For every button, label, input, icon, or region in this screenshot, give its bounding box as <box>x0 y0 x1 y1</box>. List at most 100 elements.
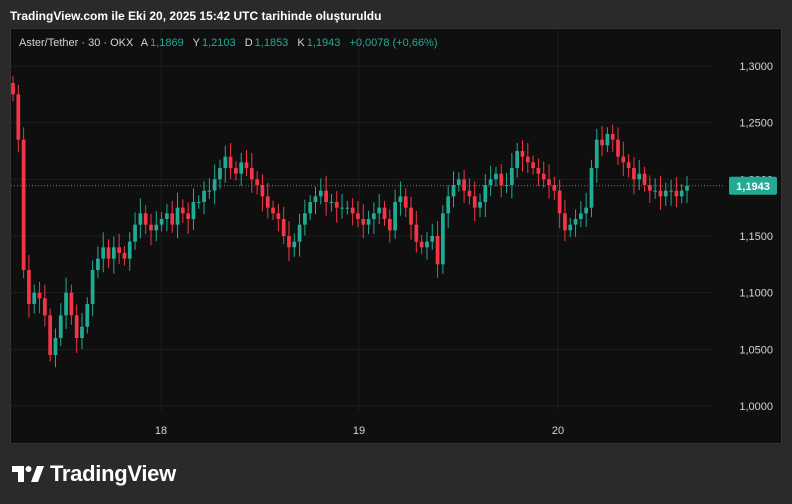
candle-body <box>536 168 541 174</box>
candle-body <box>165 213 169 219</box>
y-tick-label: 1,1500 <box>739 231 773 243</box>
candle-body <box>127 241 132 259</box>
candle-body <box>658 190 663 197</box>
candle-body <box>403 196 408 208</box>
candle-body <box>180 207 185 214</box>
candle-body <box>223 156 228 168</box>
candle-body <box>64 292 68 316</box>
candlestick-chart[interactable]: 1,30001,25001,20001,15001,10001,05001,00… <box>11 29 781 443</box>
candle-body <box>568 224 573 231</box>
candle-body <box>616 139 620 157</box>
candle-body <box>525 156 530 163</box>
candle-body <box>122 253 127 259</box>
candle-body <box>372 213 376 219</box>
candle-body <box>334 202 339 208</box>
candle-body <box>515 151 520 168</box>
candle-body <box>170 213 175 225</box>
candle-body <box>11 83 15 95</box>
close-label: K <box>297 37 305 49</box>
candle-body <box>621 156 626 163</box>
candle-body <box>409 207 413 225</box>
candle-body <box>260 185 265 197</box>
candle-body <box>520 151 525 157</box>
candle-body <box>483 185 488 202</box>
candle-body <box>255 179 259 185</box>
candle-body <box>111 247 116 259</box>
candle-body <box>85 304 90 327</box>
footer-brand: TradingView <box>50 461 176 486</box>
candle-body <box>308 202 313 214</box>
chart-panel[interactable]: 1,30001,25001,20001,15001,10001,05001,00… <box>10 28 782 444</box>
candle-body <box>149 224 153 231</box>
candle-body <box>287 236 291 248</box>
x-tick-label: 19 <box>353 425 365 437</box>
open-value: 1,1869 <box>150 37 184 49</box>
y-tick-label: 1,2500 <box>739 118 773 130</box>
high-value: 1,2103 <box>201 37 236 49</box>
last-price-tag <box>729 176 777 195</box>
candle-body <box>462 179 466 191</box>
candle-body <box>478 202 482 208</box>
legend-symbol[interactable]: Aster/Tether · 30 · OKX <box>19 37 134 49</box>
candle-body <box>138 213 143 225</box>
change-value: +0,0078 (+0,66%) <box>349 37 438 49</box>
candle-body <box>218 168 222 180</box>
candle-body <box>80 326 84 338</box>
candle-body <box>387 219 392 231</box>
candle-body <box>74 315 79 338</box>
candle-body <box>456 179 461 185</box>
candle-body <box>249 168 254 180</box>
low-value: 1,1853 <box>254 37 289 49</box>
candle-body <box>557 190 562 214</box>
candle-body <box>117 247 121 253</box>
candle-body <box>584 207 589 214</box>
candle-body <box>340 207 344 209</box>
y-tick-label: 1,3000 <box>739 61 773 73</box>
candle-body <box>398 196 403 202</box>
candle-body <box>419 241 424 248</box>
candle-body <box>16 94 21 140</box>
candle-body <box>234 168 238 174</box>
candle-body <box>281 219 286 236</box>
high-label: Y <box>192 37 200 49</box>
candle-body <box>594 139 599 168</box>
candle-body <box>324 190 328 202</box>
candle-body <box>472 196 477 208</box>
candle-body <box>154 224 159 231</box>
candle-body <box>90 270 95 304</box>
candle-body <box>510 168 514 185</box>
open-label: A <box>140 37 149 49</box>
candle-body <box>313 196 318 202</box>
candle-body <box>207 190 212 192</box>
candle-body <box>430 236 435 242</box>
candle-body <box>547 179 551 185</box>
candle-body <box>541 173 546 180</box>
candle-body <box>101 247 106 259</box>
candle-body <box>494 173 498 180</box>
candle-body <box>647 185 652 191</box>
header-title: TradingView.com ile Eki 20, 2025 15:42 U… <box>10 9 382 23</box>
candle-body <box>186 213 190 219</box>
candle-body <box>27 270 31 304</box>
y-tick-label: 1,0500 <box>739 344 773 356</box>
candle-body <box>663 190 668 197</box>
candle-body <box>265 196 270 208</box>
candle-body <box>345 207 350 209</box>
x-tick-label: 18 <box>155 425 167 437</box>
candle-body <box>441 213 445 265</box>
candle-body <box>48 315 53 355</box>
candle-body <box>228 156 233 168</box>
candle-body <box>143 213 148 225</box>
candle-body <box>329 202 334 203</box>
y-tick-label: 1,0000 <box>739 401 773 413</box>
candle-body <box>552 185 557 191</box>
candle-body <box>451 185 456 197</box>
candle-body <box>271 207 275 214</box>
candle-body <box>414 224 419 242</box>
candle-body <box>446 196 451 214</box>
footer-logo: TradingView <box>12 460 176 488</box>
candle-body <box>679 190 684 197</box>
candle-body <box>563 213 567 231</box>
candle-body <box>58 315 63 338</box>
candle-body <box>637 173 642 180</box>
